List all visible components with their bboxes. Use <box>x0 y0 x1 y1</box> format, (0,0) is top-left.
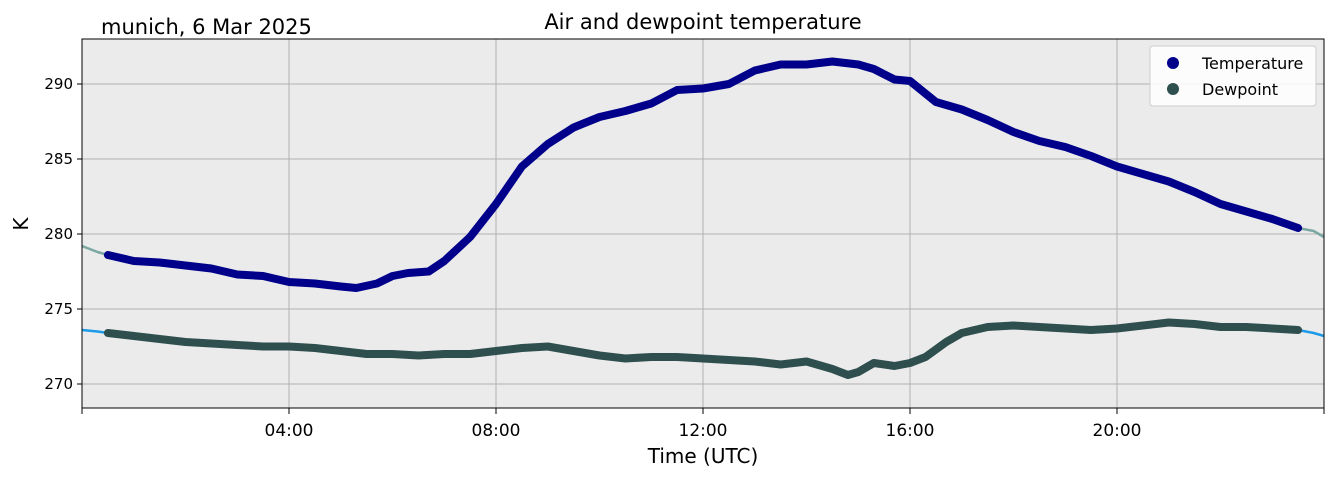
x-tick-label: 12:00 <box>679 421 728 441</box>
data-series <box>103 57 1303 379</box>
x-tick-label: 16:00 <box>886 421 935 441</box>
y-tick-label: 270 <box>44 375 73 393</box>
y-tick-label: 285 <box>44 150 73 168</box>
x-axis-label: Time (UTC) <box>647 444 759 468</box>
x-tick-label: 20:00 <box>1093 421 1142 441</box>
series-line-dewpoint <box>103 318 1303 379</box>
legend-box <box>1149 45 1317 107</box>
y-tick-label: 290 <box>44 75 73 93</box>
legend-label-temperature: Temperature <box>1201 54 1303 73</box>
chart-subtitle: munich, 6 Mar 2025 <box>101 15 312 39</box>
chart-title: Air and dewpoint temperature <box>544 10 861 34</box>
y-tick-label: 280 <box>44 225 73 243</box>
y-axis-label: K <box>9 217 33 231</box>
y-axis-ticks: 270 275 280 285 290 <box>44 75 82 393</box>
grid-lines <box>82 39 1324 408</box>
y-tick-label: 275 <box>44 300 73 318</box>
x-axis-ticks: 04:00 08:00 12:00 16:00 20:00 <box>81 408 1325 441</box>
legend-marker-dewpoint <box>1167 83 1179 95</box>
x-tick-label: 04:00 <box>265 421 314 441</box>
legend-marker-temperature <box>1167 57 1179 69</box>
legend: Temperature Dewpoint <box>1149 45 1317 107</box>
legend-label-dewpoint: Dewpoint <box>1202 80 1278 99</box>
series-line-temperature <box>103 57 1303 292</box>
x-tick-label: 08:00 <box>472 421 521 441</box>
